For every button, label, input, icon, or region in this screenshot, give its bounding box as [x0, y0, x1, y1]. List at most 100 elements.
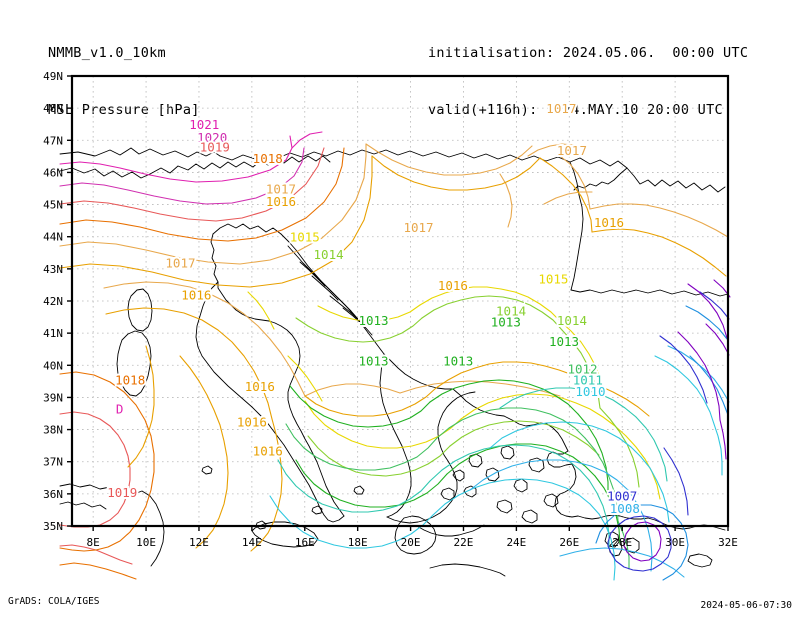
contour-label: 1015: [538, 271, 568, 286]
contour-label: 1015: [290, 230, 320, 245]
contour-label-halo: 1016: [266, 194, 296, 209]
y-axis-tick-label: 46N: [43, 166, 63, 179]
contour-label: 1011: [573, 373, 603, 388]
contour-label: 1019: [107, 485, 137, 500]
y-axis-tick-label: 36N: [43, 488, 63, 501]
contour-label: 1013: [358, 353, 388, 368]
contour-label-halo: 1013: [358, 313, 388, 328]
y-axis-tick-label: 48N: [43, 102, 63, 115]
y-axis-tick-label: 47N: [43, 134, 63, 147]
contour-label-halo: 1010: [575, 384, 605, 399]
axis-frame: 8E 10E 12E 14E 16E 18E 20E 22E 24E 26E 28E 30E 32E 35…: [43, 70, 738, 549]
contour-label: 1017: [546, 101, 576, 116]
x-axis-tick-label: 12E: [189, 536, 209, 549]
contour-label-halo: 1021: [189, 117, 219, 132]
contour-label: 1010: [575, 384, 605, 399]
y-axis-tick-label: 42N: [43, 295, 63, 308]
pressure-contours: [59, 131, 731, 581]
contour-label-halo: 1016: [237, 414, 267, 429]
y-axis-tick-label: 43N: [43, 263, 63, 276]
x-axis-tick-label: 30E: [665, 536, 685, 549]
contour-label-halo: 1012: [567, 361, 597, 376]
contour-map-svg: 1021102110201020101910191018101810191019…: [43, 70, 738, 581]
contour-label: 1017: [557, 143, 587, 158]
x-axis-tick-label: 10E: [136, 536, 156, 549]
contour-label-halo: 1013: [491, 315, 521, 330]
initialisation-time: initialisation: 2024.05.06. 00:00 UTC: [428, 45, 749, 61]
contour-label-halo: 1015: [538, 271, 568, 286]
y-axis-tick-label: 35N: [43, 520, 63, 533]
contour-label-halo: 1017: [557, 143, 587, 158]
contour-label-halo: 1017: [266, 181, 296, 196]
contour-labels: 1021102110201020101910191018101810191019…: [105, 99, 642, 518]
model-name: NMMB_v1.0_10km: [48, 45, 166, 61]
contour-label: 1012: [567, 361, 597, 376]
x-axis-tick-label: 26E: [559, 536, 579, 549]
field-name: MSL Pressure [hPa]: [48, 102, 200, 118]
x-axis-tick-label: 22E: [454, 536, 474, 549]
contour-label-halo: 1013: [443, 353, 473, 368]
contour-label-halo: 1011: [573, 373, 603, 388]
model-title-block: NMMB_v1.0_10km MSL Pressure [hPa]: [48, 6, 200, 158]
contour-label: 1020: [197, 130, 227, 145]
contour-label-halo: 1018: [115, 373, 145, 388]
contour-label-halo: 1016: [253, 443, 283, 458]
contour-label-halo: 1016: [594, 215, 624, 230]
contour-label: 1017: [165, 255, 195, 270]
low-pressure-marker: D: [116, 402, 124, 417]
contour-label: 1016: [245, 379, 275, 394]
contour-label: 1007: [607, 488, 637, 503]
contour-label-halo: 1007: [607, 488, 637, 503]
contour-label-halo: 1016: [245, 379, 275, 394]
contour-label: 1014: [496, 303, 526, 318]
y-axis-tick-label: 37N: [43, 456, 63, 469]
coastlines: [59, 147, 729, 577]
y-axis-tick-label: 41N: [43, 327, 63, 340]
contour-label: 1019: [200, 140, 230, 155]
y-axis-tick-label: 44N: [43, 231, 63, 244]
map-plot-area: 1021 1021 1020 1020 1019 1019 1018 1018 1019 1019…: [0, 56, 800, 586]
contour-label-halo: 1015: [290, 230, 320, 245]
contour-label: 1016: [253, 443, 283, 458]
contour-label-halo: 1014: [496, 303, 526, 318]
contour-label-halo: 1020: [197, 130, 227, 145]
contour-label: 1021: [189, 117, 219, 132]
grid-lines: [72, 76, 728, 526]
contour-label-halo: 1013: [549, 334, 579, 349]
x-axis-tick-label: 16E: [295, 536, 315, 549]
contour-label: 1008: [610, 501, 640, 516]
contour-label: 1017: [403, 220, 433, 235]
x-axis-tick-label: 20E: [401, 536, 421, 549]
contour-label: 1017: [266, 181, 296, 196]
contour-label: 1016: [181, 287, 211, 302]
contour-label-halo: 1016: [438, 278, 468, 293]
contour-label: 1013: [358, 313, 388, 328]
contour-label-halo: 1017: [165, 255, 195, 270]
contour-label-halo: 1008: [610, 501, 640, 516]
x-axis-tick-label: 8E: [87, 536, 100, 549]
x-axis-tick-label: 24E: [506, 536, 526, 549]
contour-label: 1013: [443, 353, 473, 368]
y-axis-tick-label: 45N: [43, 199, 63, 212]
contour-label: 1014: [557, 313, 587, 328]
contour-label-halo: 1018: [253, 151, 283, 166]
contour-label: 1018: [253, 151, 283, 166]
contour-label-halo: 1017: [403, 220, 433, 235]
contour-label-halo: 1019: [200, 140, 230, 155]
y-axis-tick-label: 49N: [43, 70, 63, 83]
contour-label: 1016: [237, 414, 267, 429]
contour-label: 1013: [491, 315, 521, 330]
contour-label-halo: 1013: [358, 353, 388, 368]
contour-label-halo: 1017: [546, 101, 576, 116]
y-axis-tick-label: 40N: [43, 359, 63, 372]
generation-timestamp: 2024-05-06-07:30: [700, 600, 792, 611]
contour-label-halo: 1014: [557, 313, 587, 328]
contour-label-halo: 1016: [181, 287, 211, 302]
x-axis-tick-label: 28E: [612, 536, 632, 549]
contour-label: 1014: [314, 247, 344, 262]
low-center-symbol: D: [116, 402, 124, 417]
plot-frame: [70, 74, 730, 528]
x-axis-tick-label: 18E: [348, 536, 368, 549]
contour-label: 1016: [594, 215, 624, 230]
